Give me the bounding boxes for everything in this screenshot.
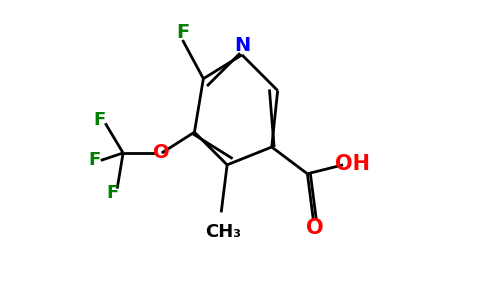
Text: F: F bbox=[88, 152, 100, 169]
Text: F: F bbox=[106, 184, 119, 202]
Text: F: F bbox=[176, 23, 189, 42]
Text: O: O bbox=[153, 143, 170, 163]
Text: N: N bbox=[234, 37, 250, 56]
Text: F: F bbox=[93, 111, 106, 129]
Text: CH₃: CH₃ bbox=[205, 223, 241, 241]
Text: OH: OH bbox=[335, 154, 370, 174]
Text: O: O bbox=[306, 218, 324, 238]
